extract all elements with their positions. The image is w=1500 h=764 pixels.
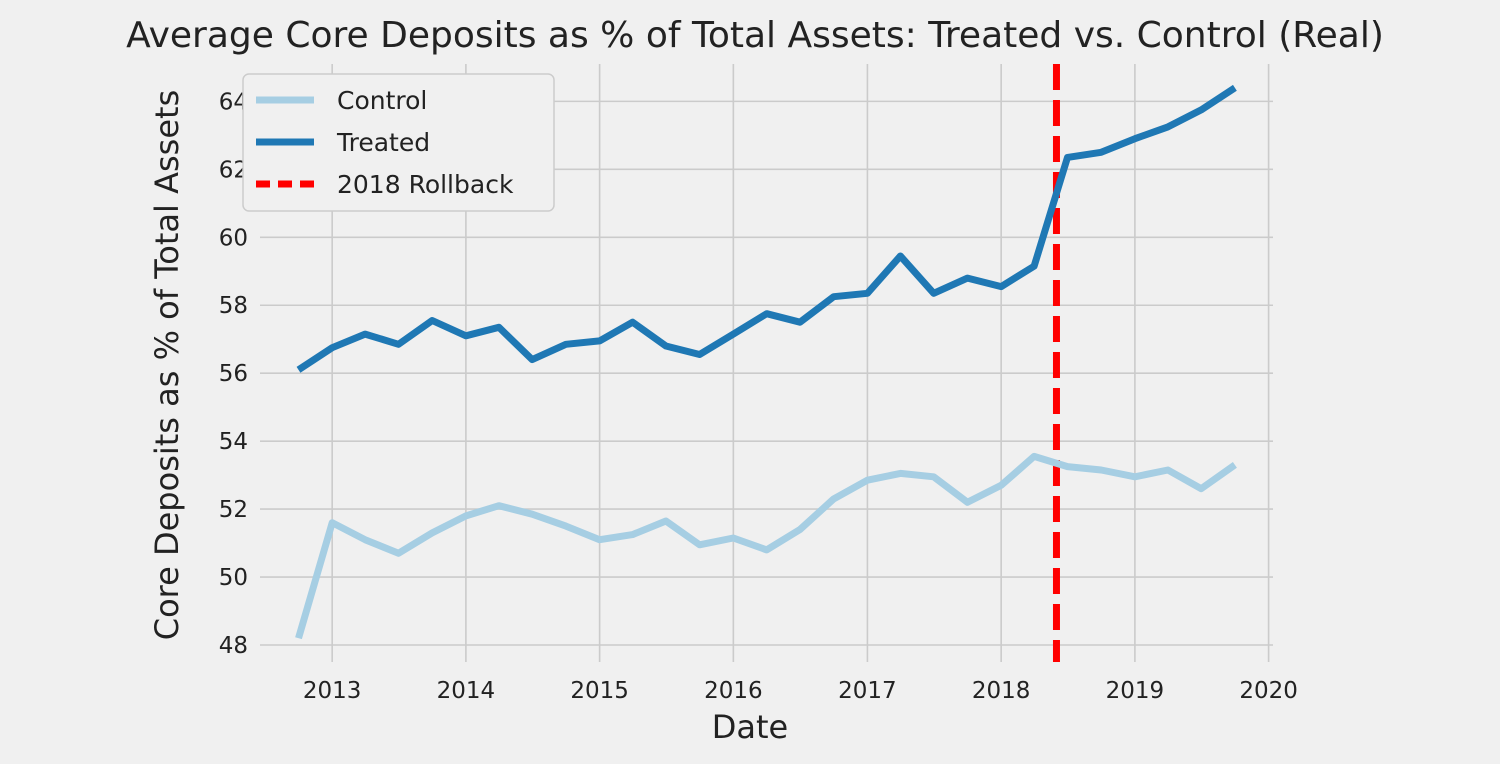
- x-tick-label: 2017: [838, 678, 897, 704]
- y-tick-label: 58: [219, 293, 248, 319]
- x-tick-label: 2013: [303, 678, 362, 704]
- legend-label-rollback: 2018 Rollback: [337, 170, 514, 199]
- x-tick-label: 2019: [1106, 678, 1165, 704]
- y-tick-label: 56: [219, 361, 248, 387]
- legend-label-treated: Treated: [336, 128, 430, 157]
- series-line-treated: [296, 84, 1237, 373]
- legend: Control Treated 2018 Rollback: [242, 73, 555, 212]
- y-tick-label: 50: [219, 565, 248, 591]
- y-tick-label: 52: [219, 497, 248, 523]
- y-axis-label: Core Deposits as % of Total Assets: [148, 90, 186, 641]
- x-tick-label: 2018: [972, 678, 1031, 704]
- x-tick-label: 2015: [570, 678, 629, 704]
- legend-label-control: Control: [337, 86, 427, 115]
- y-tick-label: 48: [219, 633, 248, 659]
- tick-labels: 2013 2014 2015 2016 2017 2018 2019 2020 48 50 52 54…: [219, 89, 1298, 704]
- x-tick-label: 2014: [437, 678, 496, 704]
- x-axis-label: Date: [712, 708, 788, 746]
- legend-box: [242, 73, 555, 212]
- chart-title: Average Core Deposits as % of Total Asse…: [126, 15, 1384, 56]
- x-tick-label: 2020: [1239, 678, 1298, 704]
- series-layer: [295, 84, 1237, 640]
- y-tick-label: 60: [219, 225, 248, 251]
- series-line-control: [295, 452, 1237, 640]
- x-tick-label: 2016: [704, 678, 763, 704]
- y-tick-label: 54: [219, 429, 248, 455]
- grid-lines: [260, 64, 1273, 662]
